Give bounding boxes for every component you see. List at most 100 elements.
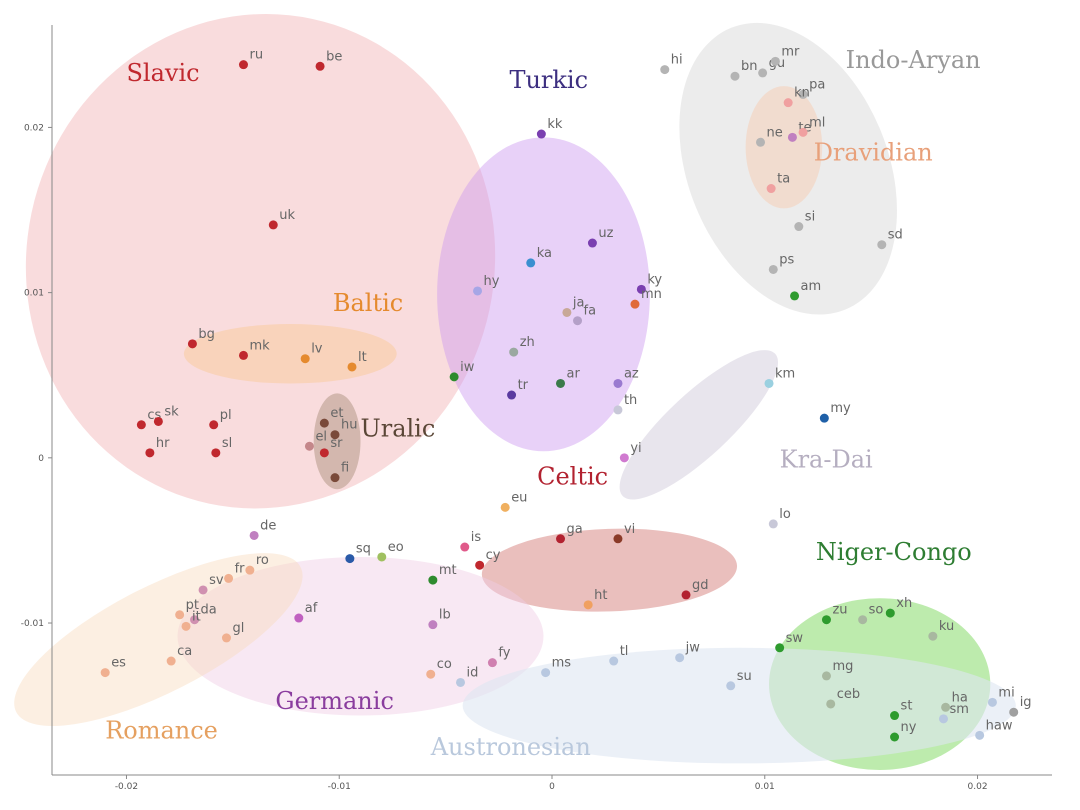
point-ca <box>166 656 176 666</box>
group-ellipse-uralic <box>313 393 361 490</box>
point-ga <box>556 534 566 544</box>
point-label-hr: hr <box>156 436 170 451</box>
point-su <box>726 681 736 691</box>
point-hy <box>473 286 483 296</box>
point-label-lt: lt <box>358 350 367 365</box>
group-label-niger-congo: Niger-Congo <box>816 538 972 566</box>
point-label-sl: sl <box>222 436 232 451</box>
point-label-fr: fr <box>235 561 246 576</box>
point-label-hy: hy <box>484 274 500 289</box>
group-ellipse-kra-dai <box>619 350 779 500</box>
point-label-it: it <box>192 609 201 624</box>
x-tick-label: 0.02 <box>968 782 988 792</box>
point-label-th: th <box>624 393 637 408</box>
point-label-ta: ta <box>777 172 790 187</box>
point-label-ml: ml <box>809 115 825 130</box>
group-ellipse-dravidian <box>745 86 823 209</box>
point-xh <box>885 608 895 618</box>
point-id <box>456 677 466 687</box>
point-ny <box>890 732 900 742</box>
point-sm <box>938 714 948 724</box>
point-label-ka: ka <box>537 246 552 261</box>
point-label-am: am <box>801 279 822 294</box>
group-label-romance: Romance <box>105 717 218 745</box>
point-st <box>890 711 900 721</box>
point-label-sq: sq <box>356 542 371 557</box>
point-ml <box>798 127 808 137</box>
point-label-si: si <box>805 210 815 225</box>
point-label-mk: mk <box>249 338 270 353</box>
point-label-hi: hi <box>671 53 683 68</box>
point-hr <box>145 448 155 458</box>
point-label-ga: ga <box>567 522 583 537</box>
point-pl <box>209 420 219 430</box>
point-label-kk: kk <box>547 117 563 132</box>
point-fr <box>224 573 234 583</box>
point-label-af: af <box>305 601 318 616</box>
point-label-tr: tr <box>518 378 529 393</box>
point-label-sr: sr <box>330 436 343 451</box>
point-ht <box>583 600 593 610</box>
point-label-ca: ca <box>177 644 192 659</box>
point-uz <box>587 238 597 248</box>
group-label-slavic: Slavic <box>126 59 199 87</box>
point-label-mi: mi <box>998 685 1014 700</box>
point-label-xh: xh <box>896 596 912 611</box>
point-label-de: de <box>260 518 276 533</box>
point-label-sv: sv <box>209 573 224 588</box>
point-sv <box>198 585 208 595</box>
point-ar <box>556 378 566 388</box>
point-label-ceb: ceb <box>837 687 860 702</box>
group-ellipse-austronesian <box>462 647 1016 764</box>
point-gd <box>681 590 691 600</box>
point-ky <box>636 284 646 294</box>
point-label-hu: hu <box>341 418 357 433</box>
y-tick-label: 0.01 <box>24 289 44 299</box>
point-sk <box>153 416 163 426</box>
point-label-sd: sd <box>888 228 903 243</box>
point-fi <box>330 473 340 483</box>
point-label-fy: fy <box>498 646 510 661</box>
x-tick-label: 0.01 <box>755 782 775 792</box>
point-label-be: be <box>326 49 342 64</box>
point-ms <box>541 668 551 678</box>
point-label-fi: fi <box>341 461 349 476</box>
point-mr <box>770 56 780 66</box>
group-label-uralic: Uralic <box>361 414 436 442</box>
point-mk <box>238 350 248 360</box>
y-tick-label: 0 <box>38 454 44 464</box>
point-eu <box>500 502 510 512</box>
group-ellipse-romance <box>14 553 303 726</box>
point-th <box>613 405 623 415</box>
point-label-pt: pt <box>186 598 199 613</box>
point-label-su: su <box>737 669 752 684</box>
point-label-uk: uk <box>279 208 295 223</box>
point-lt <box>347 362 357 372</box>
group-label-celtic: Celtic <box>537 462 608 490</box>
point-es <box>100 668 110 678</box>
point-az <box>613 378 623 388</box>
point-el <box>304 441 314 451</box>
point-label-eo: eo <box>388 540 404 555</box>
point-label-mt: mt <box>439 563 457 578</box>
point-label-is: is <box>471 530 482 545</box>
point-label-ha: ha <box>952 690 968 705</box>
point-zh <box>509 347 519 357</box>
point-label-iw: iw <box>460 360 475 375</box>
group-ellipse-germanic <box>177 556 544 716</box>
point-ku <box>928 631 938 641</box>
point-label-sm: sm <box>949 702 968 717</box>
point-tr <box>507 390 517 400</box>
point-bn <box>730 71 740 81</box>
point-label-tl: tl <box>620 644 629 659</box>
point-ps <box>768 264 778 274</box>
point-jw <box>675 653 685 663</box>
point-label-zu: zu <box>832 603 847 618</box>
point-sq <box>345 554 355 564</box>
point-label-pl: pl <box>220 408 232 423</box>
group-ellipse-celtic <box>481 528 738 612</box>
point-ig <box>1009 707 1019 717</box>
point-ta <box>766 184 776 194</box>
